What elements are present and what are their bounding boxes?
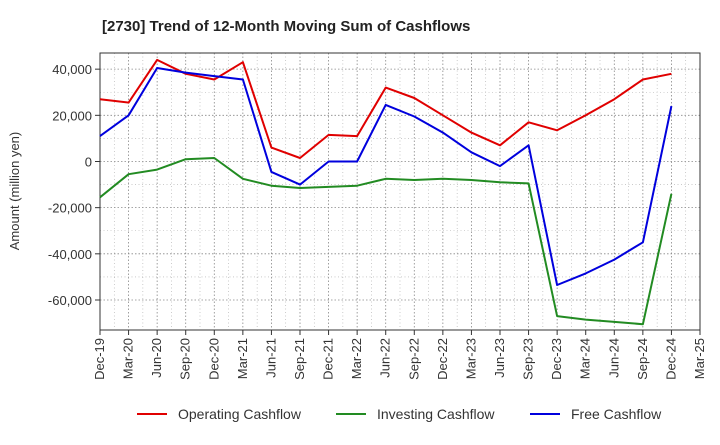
x-tick-label: Sep-24 [635, 338, 650, 380]
y-tick-label: -40,000 [48, 247, 92, 262]
legend-label: Investing Cashflow [377, 406, 495, 422]
x-tick-label: Mar-22 [349, 338, 364, 379]
series-lines [99, 58, 673, 326]
y-tick-label: 20,000 [52, 108, 92, 123]
grid [99, 53, 701, 330]
legend-label: Operating Cashflow [178, 406, 302, 422]
x-tick-label: Dec-22 [435, 338, 450, 380]
legend: Operating Cashflow Investing Cashflow Free… [137, 406, 662, 422]
series-line [99, 67, 673, 286]
series-line [99, 58, 672, 159]
x-axis-ticks: Dec-19 Mar-20 Jun-20 Sep-20 Dec-20 Mar-21 Jun-… [92, 330, 707, 380]
x-tick-label: Mar-25 [692, 338, 707, 379]
x-tick-label: Mar-24 [578, 338, 593, 379]
y-tick-label: 0 [85, 154, 92, 169]
x-tick-label: Jun-24 [606, 338, 621, 378]
x-tick-label: Dec-19 [92, 338, 107, 380]
x-tick-label: Sep-20 [178, 338, 193, 380]
y-tick-label: -60,000 [48, 293, 92, 308]
y-tick-label: 40,000 [52, 62, 92, 77]
x-tick-label: Mar-21 [235, 338, 250, 379]
x-tick-label: Jun-23 [492, 338, 507, 378]
x-tick-label: Mar-20 [121, 338, 136, 379]
y-tick-label: -20,000 [48, 201, 92, 216]
legend-label: Free Cashflow [571, 406, 662, 422]
y-axis-label: Amount (million yen) [7, 132, 22, 251]
x-tick-label: Jun-21 [263, 338, 278, 378]
x-tick-label: Dec-21 [321, 338, 336, 380]
x-tick-label: Dec-23 [549, 338, 564, 380]
x-tick-label: Dec-24 [663, 338, 678, 380]
x-tick-label: Dec-20 [206, 338, 221, 380]
x-tick-label: Jun-22 [378, 338, 393, 378]
plot-frame [99, 52, 701, 331]
x-tick-label: Sep-23 [521, 338, 536, 380]
x-tick-label: Mar-23 [463, 338, 478, 379]
x-tick-label: Jun-20 [149, 338, 164, 378]
x-tick-label: Sep-22 [406, 338, 421, 380]
series-line [99, 157, 673, 326]
y-axis-ticks: -60,000 -40,000 -20,000 0 20,000 40,000 [48, 62, 100, 308]
chart-title: [2730] Trend of 12-Month Moving Sum of C… [102, 18, 470, 35]
x-tick-label: Sep-21 [292, 338, 307, 380]
